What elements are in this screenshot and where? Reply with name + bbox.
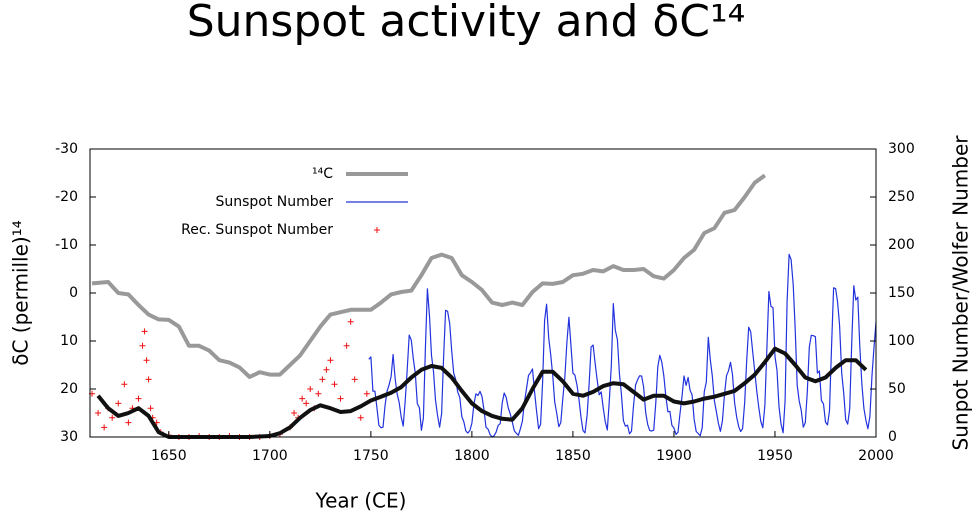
scatter-point <box>323 366 330 373</box>
series-line <box>96 346 868 439</box>
scatter-point <box>109 414 116 421</box>
y2-tick-label: 300 <box>888 141 915 157</box>
y2-tick-label: 0 <box>888 429 897 445</box>
scatter-point <box>357 414 364 421</box>
x-tick-label: 1650 <box>151 448 187 464</box>
scatter-point <box>101 424 108 431</box>
x-tick-label: 1950 <box>757 448 793 464</box>
x-axis-label: Year (CE) <box>315 489 407 513</box>
scatter-point <box>315 390 322 397</box>
y2-tick-label: 50 <box>888 381 906 397</box>
scatter-point <box>347 318 354 325</box>
scatter-point <box>147 405 154 412</box>
scatter-point <box>343 342 350 349</box>
legend-label: Rec. Sunspot Number <box>181 222 333 238</box>
scatter-point <box>143 357 150 364</box>
y-tick-label: 20 <box>60 381 78 397</box>
y2-tick-label: 250 <box>888 189 915 205</box>
y-tick-label: 10 <box>60 333 78 349</box>
x-tick-label: 2000 <box>858 448 894 464</box>
scatter-point <box>141 328 148 335</box>
scatter-point <box>121 381 128 388</box>
y-tick-label: -10 <box>55 237 78 253</box>
legend-marker <box>374 227 380 233</box>
x-tick-label: 1900 <box>656 448 692 464</box>
y-axis-label: δC (permille)¹⁴ <box>9 220 33 366</box>
y2-tick-label: 150 <box>888 285 915 301</box>
y-tick-label: -20 <box>55 189 78 205</box>
y-tick-label: 0 <box>69 285 78 301</box>
scatter-point <box>299 395 306 402</box>
scatter-point <box>125 419 132 426</box>
y2-tick-label: 100 <box>888 333 915 349</box>
series-line <box>368 253 877 438</box>
scatter-point <box>351 376 358 383</box>
scatter-point <box>135 395 142 402</box>
series-line <box>91 173 767 379</box>
scatter-point <box>307 386 314 392</box>
scatter-point <box>145 376 152 383</box>
y-tick-label: -30 <box>55 141 78 157</box>
scatter-point <box>319 376 326 383</box>
legend-label: Sunspot Number <box>215 194 333 210</box>
scatter-point <box>95 410 102 416</box>
y2-axis-label: Sunpot Number/Wolfer Number <box>949 135 973 451</box>
x-tick-label: 1800 <box>454 448 490 464</box>
scatter-point <box>363 390 370 397</box>
scatter-point <box>115 400 122 407</box>
y2-tick-label: 200 <box>888 237 915 253</box>
scatter-point <box>291 410 298 416</box>
chart-title: Sunspot activity and δC¹⁴ <box>187 0 746 47</box>
y-tick-label: 30 <box>60 429 78 445</box>
scatter-point <box>327 357 334 364</box>
plot-area <box>89 173 877 440</box>
x-tick-label: 1700 <box>252 448 288 464</box>
scatter-point <box>139 342 146 349</box>
scatter-point <box>331 381 338 388</box>
scatter-point <box>303 400 310 407</box>
legend-label: ¹⁴C <box>312 166 333 182</box>
x-tick-label: 1850 <box>555 448 591 464</box>
x-tick-label: 1750 <box>353 448 389 464</box>
scatter-point <box>337 395 344 402</box>
